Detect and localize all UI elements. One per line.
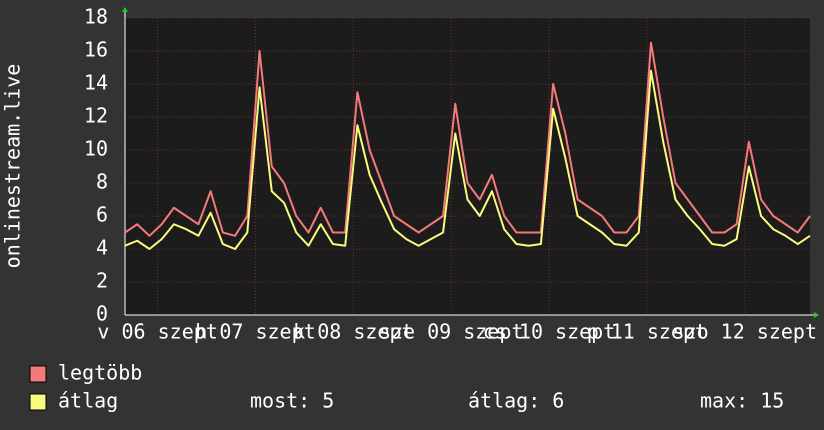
y-tick-label: 6 xyxy=(96,203,108,227)
y-tick-label: 2 xyxy=(96,269,108,293)
legend-label: átlag xyxy=(58,389,118,413)
y-tick-label: 8 xyxy=(96,170,108,194)
y-tick-label: 10 xyxy=(84,137,108,161)
y-tick-label: 4 xyxy=(96,236,108,260)
axis-arrow xyxy=(122,7,128,12)
stat: max: 15 xyxy=(700,389,784,413)
x-tick-label: cs 10 szept xyxy=(483,320,615,344)
legend-swatch xyxy=(29,393,47,411)
y-axis-label: onlinestream.live xyxy=(1,64,25,269)
y-tick-label: 16 xyxy=(84,38,108,62)
x-tick-label: sze 09 szept xyxy=(379,320,524,344)
x-tick-label: h 07 szept xyxy=(195,320,315,344)
stat: most: 5 xyxy=(250,389,334,413)
stat: átlag: 6 xyxy=(468,389,564,413)
x-tick-label: k 08 szept xyxy=(293,320,413,344)
x-tick-label: p 11 szept xyxy=(587,320,707,344)
legend-swatch xyxy=(29,365,47,383)
y-tick-label: 12 xyxy=(84,104,108,128)
series-line xyxy=(124,41,811,237)
x-tick-label: szo 12 szept xyxy=(673,320,818,344)
x-tick-label: v 06 szept xyxy=(97,320,217,344)
legend-label: legtöbb xyxy=(58,361,142,385)
y-tick-label: 14 xyxy=(84,71,108,95)
y-tick-label: 18 xyxy=(84,5,108,29)
axis-arrow xyxy=(814,312,819,318)
y-tick-label: 0 xyxy=(96,302,108,326)
plot-area xyxy=(125,18,810,315)
series-line xyxy=(124,69,811,250)
